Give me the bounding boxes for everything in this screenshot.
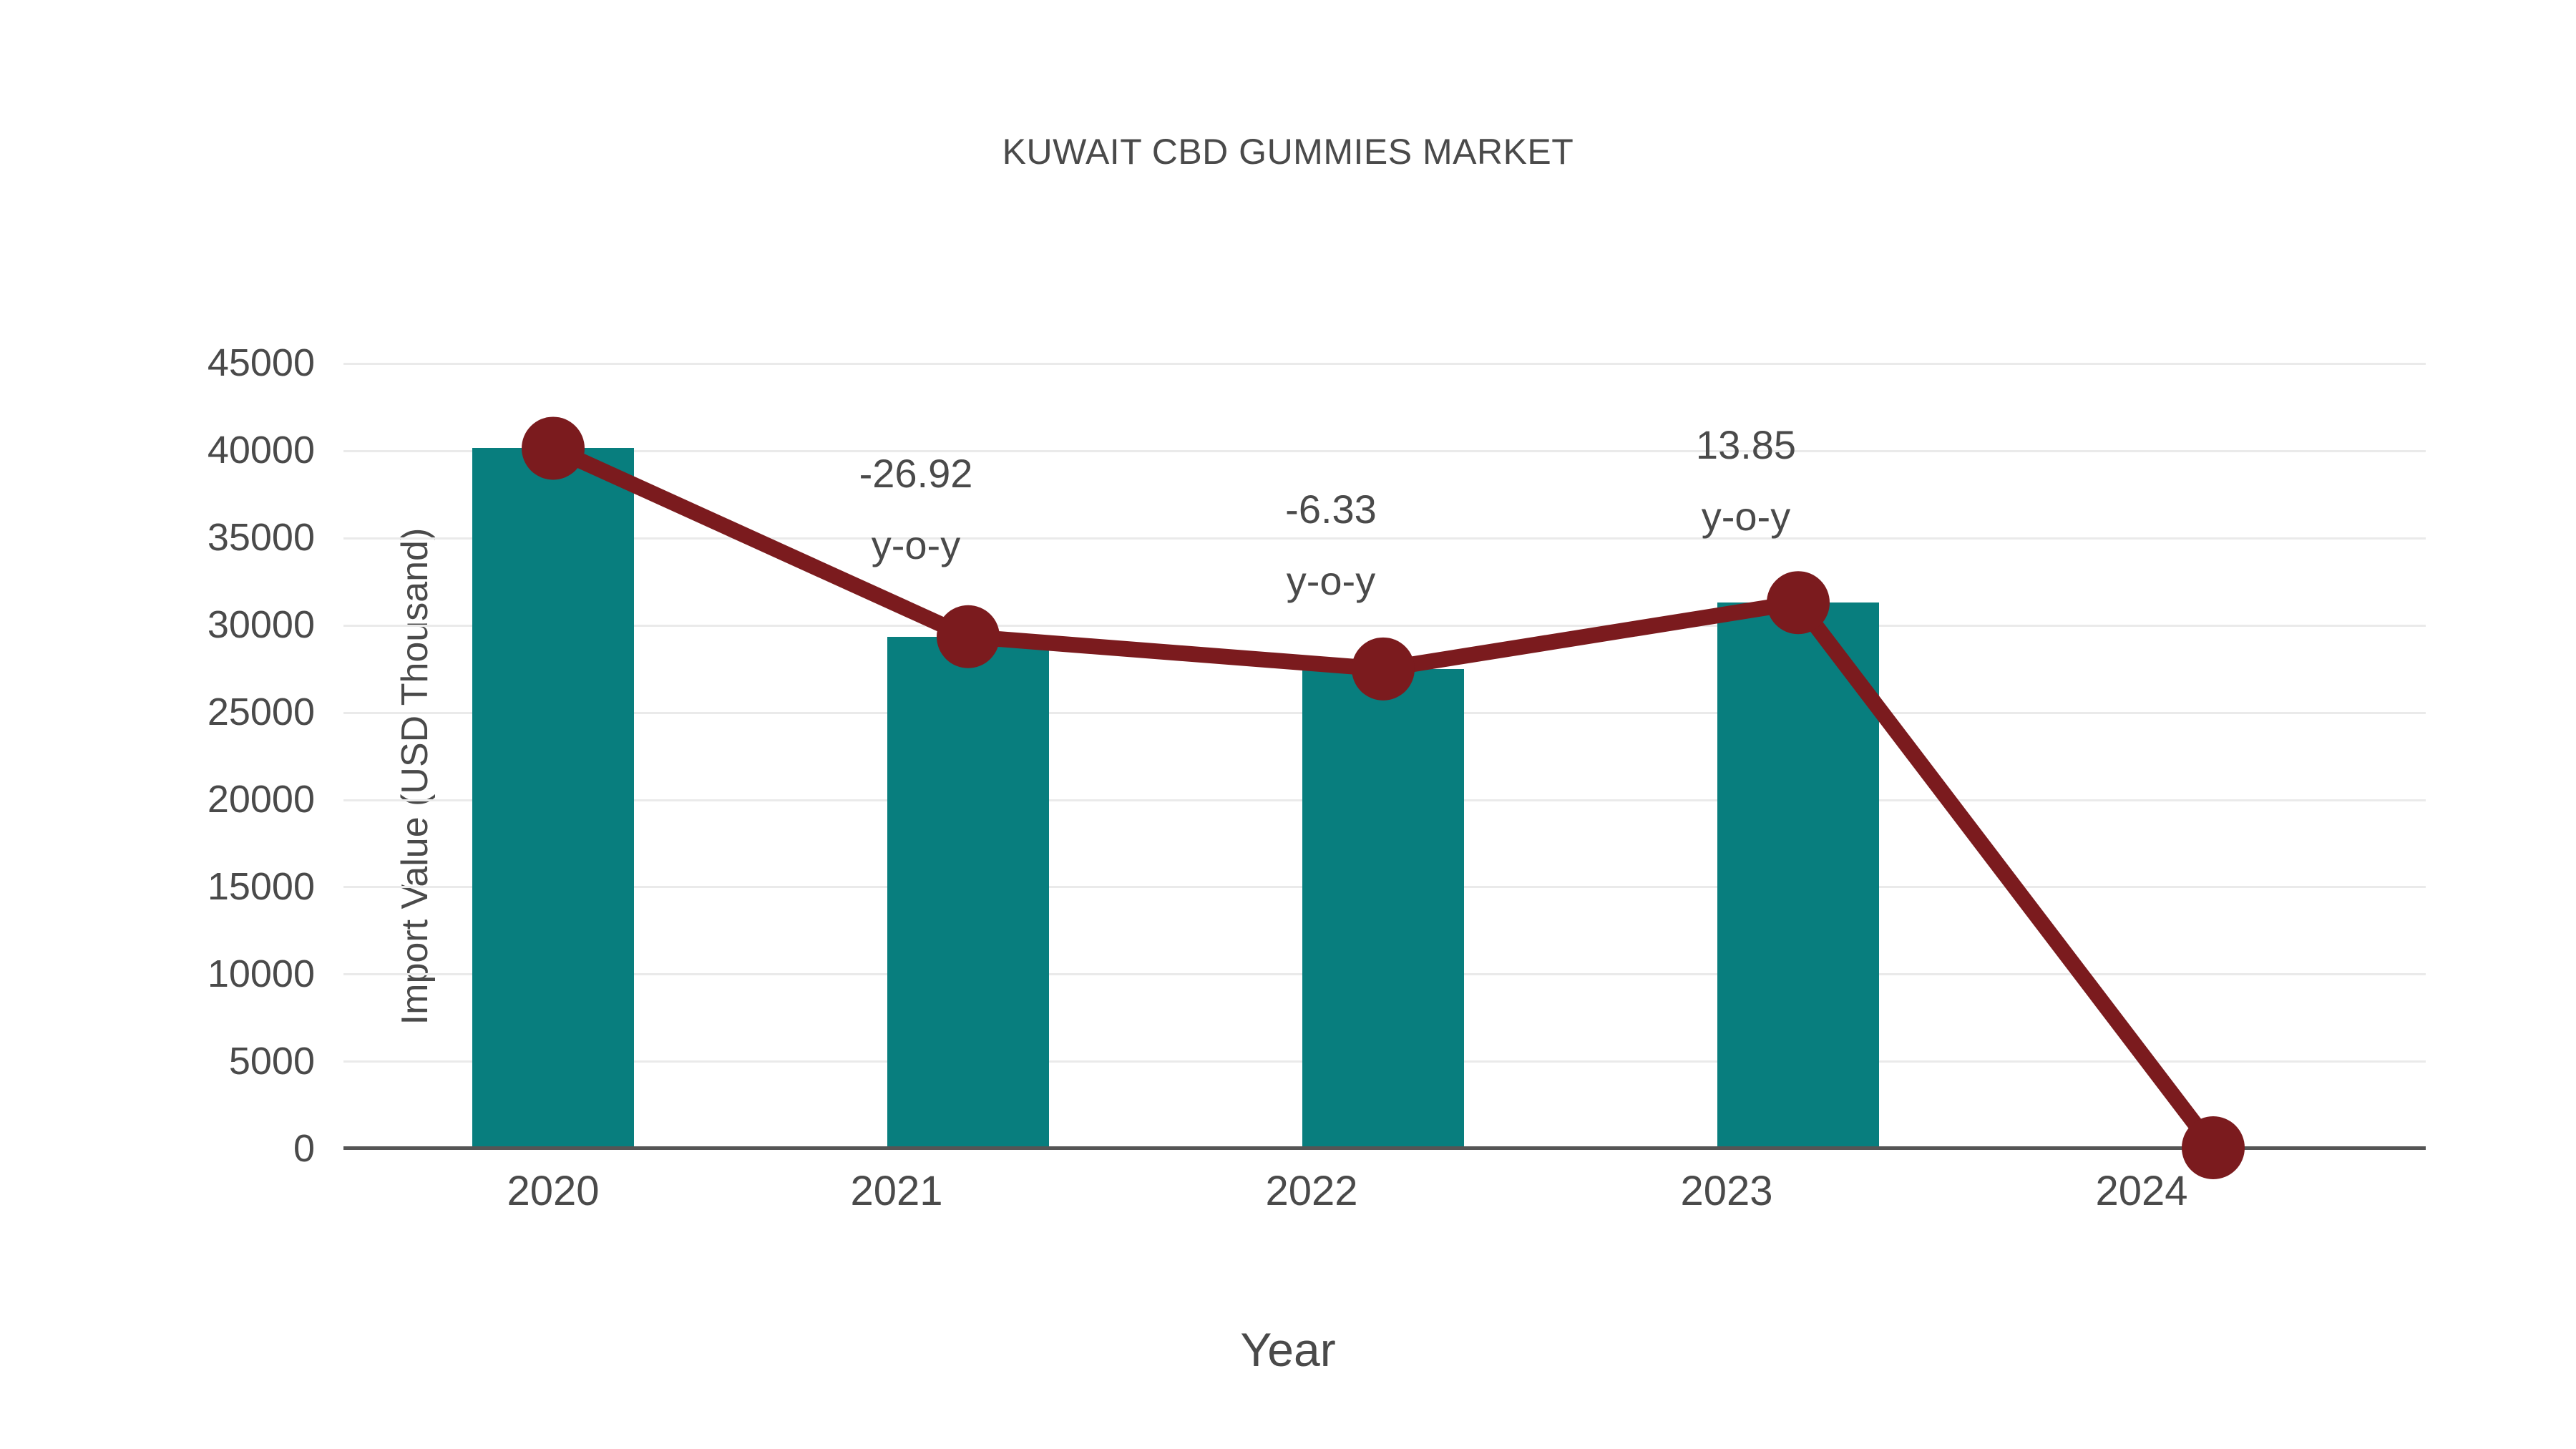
y-tick-label-40000: 40000 xyxy=(207,429,315,472)
annotation-2023: 13.85 y-o-y xyxy=(1560,409,1932,552)
gridline-40000 xyxy=(343,450,2426,452)
bar-2020[interactable] xyxy=(472,448,634,1148)
bar-2023[interactable] xyxy=(1717,602,1879,1148)
y-tick-label-45000: 45000 xyxy=(207,341,315,384)
x-axis-title: Year xyxy=(1240,1323,1336,1376)
annotation-2022-value: -6.33 xyxy=(1285,487,1377,532)
annotation-2022: -6.33 y-o-y xyxy=(1145,474,1517,617)
x-tick-label-2023: 2023 xyxy=(1680,1168,1773,1214)
y-tick-label-10000: 10000 xyxy=(207,952,315,995)
bar-2022[interactable] xyxy=(1302,668,1464,1148)
y-tick-label-0: 0 xyxy=(293,1127,315,1170)
annotation-2022-unit: y-o-y xyxy=(1286,558,1376,603)
x-tick-label-2020: 2020 xyxy=(507,1168,600,1214)
annotation-2021: -26.92 y-o-y xyxy=(730,438,1102,581)
y-tick-label-5000: 5000 xyxy=(228,1040,315,1083)
y-tick-label-30000: 30000 xyxy=(207,603,315,646)
x-axis-line xyxy=(343,1146,2426,1150)
annotation-2023-value: 13.85 xyxy=(1695,422,1797,467)
chart-title: KUWAIT CBD GUMMIES MARKET xyxy=(1002,132,1574,172)
x-tick-label-2024: 2024 xyxy=(2095,1168,2188,1214)
annotation-2021-value: -26.92 xyxy=(859,451,973,496)
x-tick-label-2021: 2021 xyxy=(850,1168,943,1214)
gridline-30000 xyxy=(343,625,2426,627)
y-tick-label-35000: 35000 xyxy=(207,516,315,559)
x-tick-label-2022: 2022 xyxy=(1265,1168,1358,1214)
annotation-2023-unit: y-o-y xyxy=(1701,494,1791,539)
annotation-2021-unit: y-o-y xyxy=(871,522,961,567)
y-tick-label-15000: 15000 xyxy=(207,865,315,908)
y-tick-label-20000: 20000 xyxy=(207,778,315,821)
y-tick-label-25000: 25000 xyxy=(207,691,315,733)
gridline-45000 xyxy=(343,363,2426,365)
bar-2021[interactable] xyxy=(887,636,1049,1148)
